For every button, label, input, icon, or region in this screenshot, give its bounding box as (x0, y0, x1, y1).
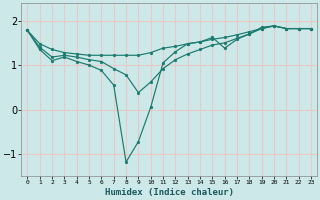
X-axis label: Humidex (Indice chaleur): Humidex (Indice chaleur) (105, 188, 234, 197)
